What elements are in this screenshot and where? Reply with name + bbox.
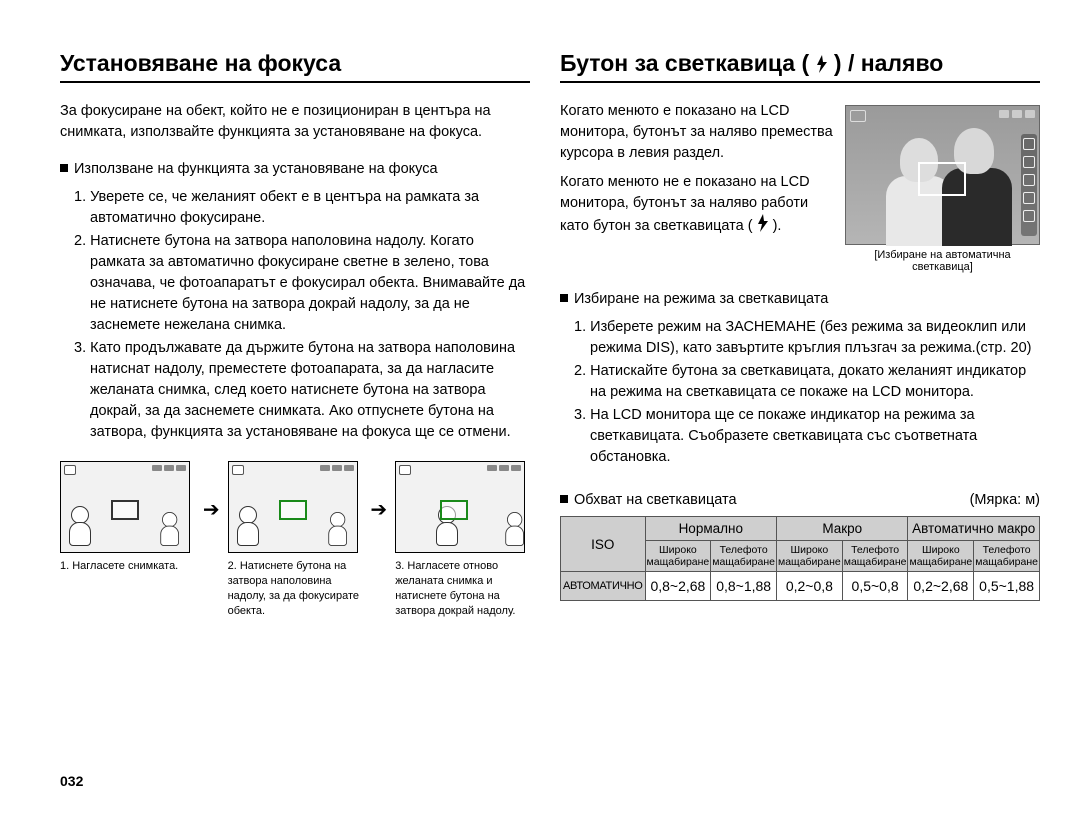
page-number: 032 — [60, 773, 83, 789]
left-step: Уверете се, че желаният обект е в център… — [74, 187, 530, 229]
square-bullet-icon — [560, 495, 568, 503]
right-steps: Изберете режим на ЗАСНЕМАНЕ (без режима … — [560, 317, 1040, 468]
cell: 0,5~0,8 — [842, 572, 908, 601]
focus-frame-icon — [918, 162, 966, 196]
sub-col: Телефото мащабиране — [974, 541, 1040, 572]
range-label: Обхват на светкавицата — [560, 492, 737, 508]
right-title: Бутон за светкавица ( ) / наляво — [560, 50, 1040, 83]
sub-col: Телефото мащабиране — [711, 541, 777, 572]
figure-row: 1. Нагласете снимката. ➔ 2. Натиснете бу… — [60, 461, 530, 618]
col-group: Нормално — [645, 517, 776, 541]
cell: 0,8~2,68 — [645, 572, 711, 601]
mode-icon — [850, 110, 866, 122]
left-column: Установяване на фокуса За фокусиране на … — [60, 50, 530, 619]
right-title-pre: Бутон за светкавица ( — [560, 50, 816, 76]
square-bullet-icon — [60, 164, 68, 172]
right-column: Бутон за светкавица ( ) / наляво [Избира… — [560, 50, 1040, 619]
col-group: Макро — [777, 517, 908, 541]
status-icons — [999, 110, 1035, 118]
lcd-preview-box: [Избиране на автоматична светкавица] — [845, 105, 1040, 273]
sub-col: Широко мащабиране — [645, 541, 711, 572]
right-section-header: Избиране на режима за светкавицата — [560, 291, 1040, 307]
sub-col: Телефото мащабиране — [842, 541, 908, 572]
flash-icon — [757, 214, 769, 232]
left-step: Натиснете бутона на затвора наполовина н… — [74, 231, 530, 336]
lcd-caption: [Избиране на автоматична светкавица] — [845, 249, 1040, 273]
cell: 0,2~2,68 — [908, 572, 974, 601]
right-section-text: Избиране на режима за светкавицата — [574, 291, 828, 307]
right-step: Натискайте бутона за светкавицата, докат… — [574, 361, 1040, 403]
col-group: Автоматично макро — [908, 517, 1040, 541]
cell: 0,5~1,88 — [974, 572, 1040, 601]
left-steps: Уверете се, че желаният обект е в център… — [60, 187, 530, 443]
sub-col: Широко мащабиране — [777, 541, 843, 572]
camera-icon — [64, 465, 76, 475]
left-section-text: Използване на функцията за установяване … — [74, 161, 438, 177]
flash-icon — [816, 55, 828, 73]
left-title: Установяване на фокуса — [60, 50, 530, 83]
thumb-1 — [60, 461, 190, 553]
range-unit: (Мярка: м) — [970, 492, 1040, 508]
right-p2-post: ). — [769, 218, 782, 234]
left-intro: За фокусиране на обект, който не е позиц… — [60, 101, 530, 143]
sub-col: Широко мащабиране — [908, 541, 974, 572]
caption-2: 2. Натиснете бутона на затвора наполовин… — [228, 559, 363, 618]
flash-range-table: ISO Нормално Макро Автоматично макро Шир… — [560, 516, 1040, 601]
camera-icon — [232, 465, 244, 475]
arrow-icon: ➔ — [203, 497, 220, 522]
camera-icon — [399, 465, 411, 475]
thumb-2 — [228, 461, 358, 553]
right-step: На LCD монитора ще се покаже индикатор н… — [574, 405, 1040, 468]
lcd-preview — [845, 105, 1040, 245]
thumb-3 — [395, 461, 525, 553]
range-header-row: Обхват на светкавицата (Мярка: м) — [560, 492, 1040, 508]
left-step: Като продължавате да държите бутона на з… — [74, 338, 530, 443]
flash-mode-strip — [1021, 134, 1037, 236]
left-section-header: Използване на функцията за установяване … — [60, 161, 530, 177]
cell: 0,8~1,88 — [711, 572, 777, 601]
row-label: АВТОМАТИЧНО — [561, 572, 646, 601]
arrow-icon: ➔ — [370, 497, 387, 522]
caption-1: 1. Нагласете снимката. — [60, 559, 195, 574]
iso-header: ISO — [561, 517, 646, 572]
square-bullet-icon — [560, 294, 568, 302]
cell: 0,2~0,8 — [777, 572, 843, 601]
right-title-post: ) / наляво — [828, 50, 944, 76]
caption-3: 3. Нагласете отново желаната снимка и на… — [395, 559, 530, 618]
figure-item: 2. Натиснете бутона на затвора наполовин… — [228, 461, 363, 618]
figure-item: 1. Нагласете снимката. — [60, 461, 195, 574]
figure-item: 3. Нагласете отново желаната снимка и на… — [395, 461, 530, 618]
right-step: Изберете режим на ЗАСНЕМАНЕ (без режима … — [574, 317, 1040, 359]
